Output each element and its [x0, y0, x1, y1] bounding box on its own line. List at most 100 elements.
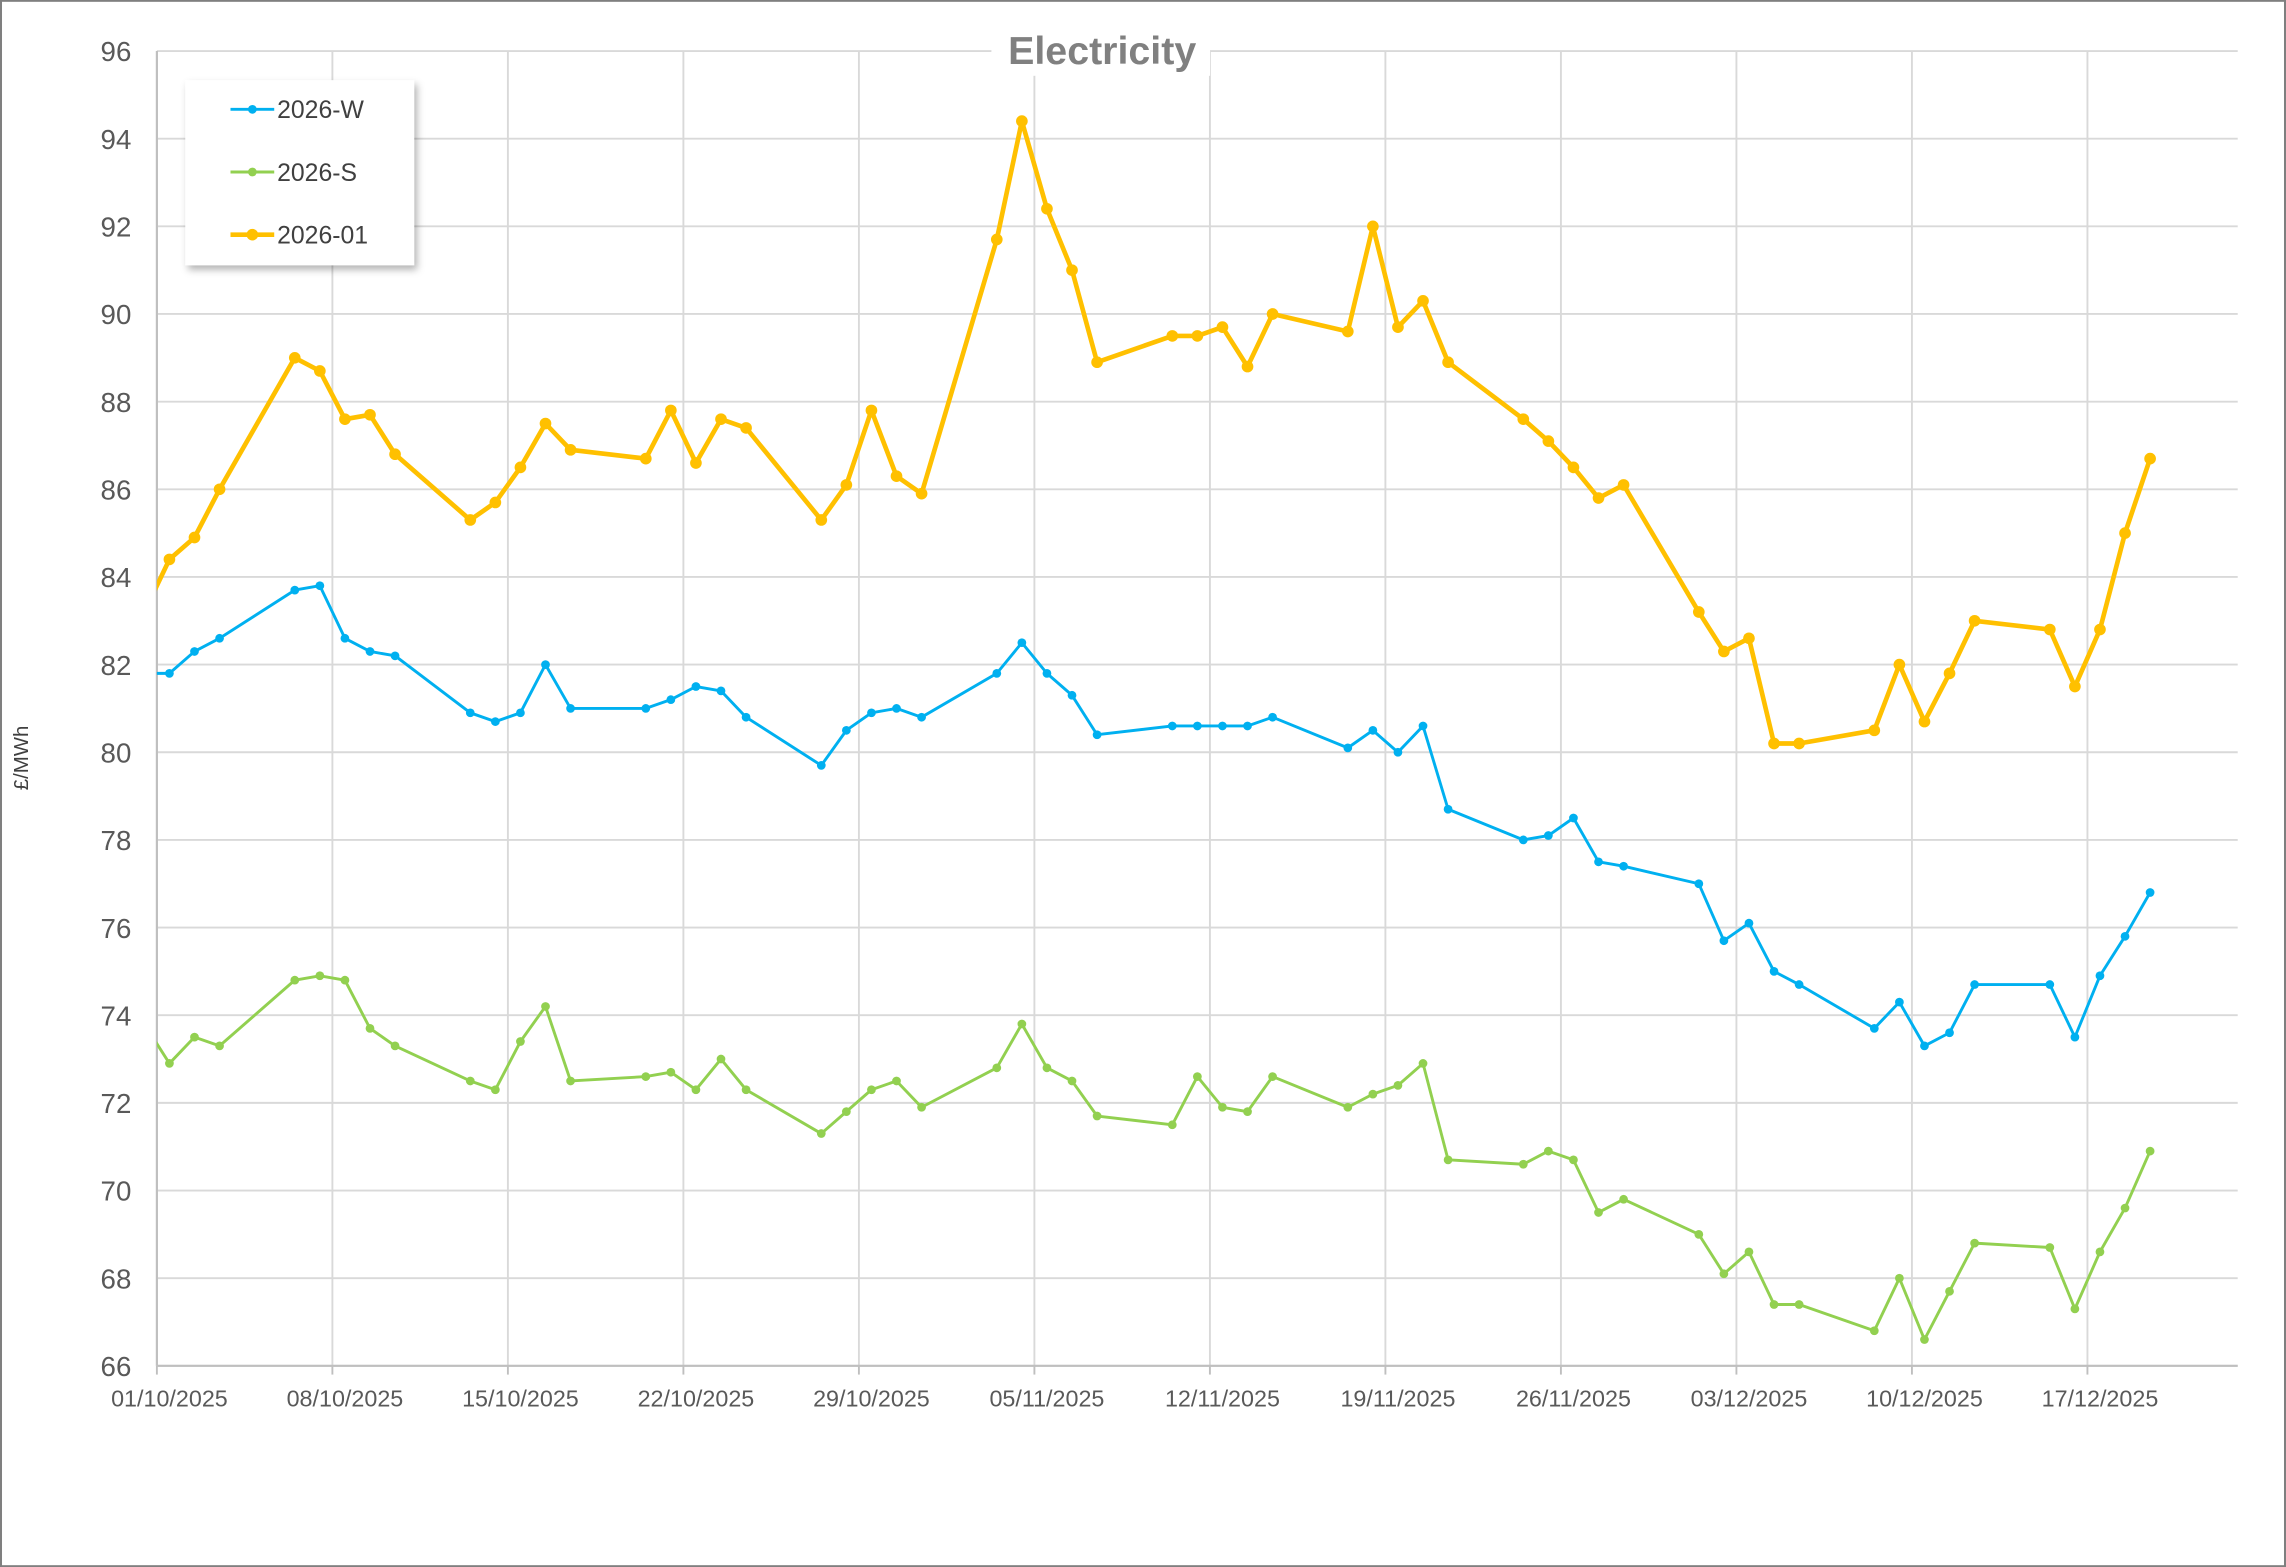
data-point [741, 1085, 751, 1095]
data-point [1218, 721, 1227, 731]
x-tick-label: 22/10/2025 [638, 1386, 755, 1412]
data-point [865, 404, 878, 417]
data-point [867, 1085, 876, 1095]
legend-label: 2026-01 [277, 222, 368, 249]
series-group [156, 115, 2156, 1344]
data-point [1368, 1089, 1378, 1099]
data-point [1443, 804, 1453, 814]
y-tick-label: 74 [101, 1000, 132, 1031]
data-point [1769, 1300, 1779, 1309]
data-point [539, 417, 552, 430]
data-point [2070, 1032, 2080, 1042]
data-point [490, 1085, 500, 1095]
data-point [1895, 997, 1904, 1007]
data-point [1920, 1041, 1929, 1051]
data-point [666, 695, 676, 705]
data-point [1517, 413, 1530, 425]
data-point [641, 704, 651, 713]
data-point [716, 686, 726, 696]
legend-item-2026-S: 2026-S [230, 160, 357, 187]
data-point [691, 1085, 701, 1095]
data-point [1619, 861, 1628, 871]
data-point [365, 647, 375, 656]
legend-marker-icon [247, 104, 257, 114]
data-point [1968, 614, 1981, 627]
data-point [1243, 721, 1252, 731]
data-point [1794, 980, 1804, 989]
data-point [1744, 1247, 1754, 1257]
data-point [389, 448, 401, 461]
y-tick-label: 88 [101, 387, 132, 418]
data-point [564, 444, 577, 456]
data-point [1743, 632, 1755, 645]
data-point [1594, 857, 1603, 867]
data-point [741, 712, 751, 722]
data-point [1367, 220, 1379, 233]
legend-box [185, 80, 415, 266]
data-point [165, 668, 174, 678]
data-point [188, 531, 201, 544]
data-point [1694, 879, 1704, 889]
x-tick-label: 05/11/2025 [989, 1386, 1104, 1412]
y-tick-label: 78 [101, 825, 132, 856]
data-point [1719, 936, 1729, 946]
x-tick-label: 03/12/2025 [1691, 1386, 1808, 1412]
data-point [2145, 888, 2155, 897]
data-point [1918, 715, 1931, 728]
data-point [1694, 1229, 1704, 1239]
chart-title: Electricity [1008, 29, 1196, 73]
data-point [665, 404, 677, 417]
data-point [1744, 918, 1754, 928]
x-tick-label: 26/11/2025 [1516, 1386, 1631, 1412]
data-point [1266, 308, 1279, 320]
data-point [892, 704, 901, 713]
data-point [1868, 724, 1881, 737]
data-point [1592, 492, 1605, 504]
series-2026-S [156, 971, 2155, 1344]
data-point [1343, 743, 1353, 753]
x-tick-label: 01/10/2025 [111, 1386, 228, 1412]
data-point [1518, 1159, 1528, 1169]
y-tick-label: 76 [101, 913, 132, 944]
legend-item-2026-01: 2026-01 [230, 222, 368, 249]
data-point [1066, 264, 1078, 276]
y-axis-ticks: 66 68 70 72 74 76 78 80 82 84 86 88 90 92 94 96 [101, 36, 132, 1382]
data-point [1718, 645, 1730, 658]
data-point [1167, 721, 1177, 731]
data-point [1268, 712, 1277, 722]
data-point [1041, 202, 1053, 215]
data-point [390, 1041, 400, 1051]
data-point [490, 717, 500, 726]
data-point [1191, 330, 1204, 342]
data-point [2120, 931, 2130, 941]
data-point [1893, 658, 1906, 671]
data-point [915, 487, 928, 500]
data-point [364, 408, 376, 421]
data-point [1042, 1063, 1052, 1073]
legend-item-2026-W: 2026-W [230, 97, 364, 124]
data-point [716, 1054, 726, 1064]
data-point [215, 633, 224, 643]
data-point [1943, 667, 1956, 680]
data-point [541, 1002, 550, 1011]
data-point [1945, 1286, 1954, 1296]
data-point [2070, 1304, 2080, 1314]
data-point [1692, 606, 1705, 618]
x-axis-ticks: 01/10/2025 08/10/2025 15/10/2025 22/10/2025… [111, 1386, 2158, 1412]
data-point [514, 461, 527, 474]
data-point [1092, 1111, 1102, 1121]
data-point [566, 1076, 575, 1086]
data-point [315, 581, 325, 591]
data-point [841, 1107, 851, 1117]
data-point [465, 1076, 475, 1086]
data-point [1518, 835, 1528, 845]
data-point [2144, 452, 2156, 465]
x-tick-label: 12/11/2025 [1165, 1386, 1280, 1412]
data-point [1619, 1194, 1628, 1204]
data-point [1544, 1146, 1553, 1156]
data-point [190, 647, 199, 656]
data-point [1192, 721, 1202, 731]
data-point [1442, 356, 1454, 369]
data-point [2119, 527, 2131, 539]
data-point [516, 708, 525, 718]
